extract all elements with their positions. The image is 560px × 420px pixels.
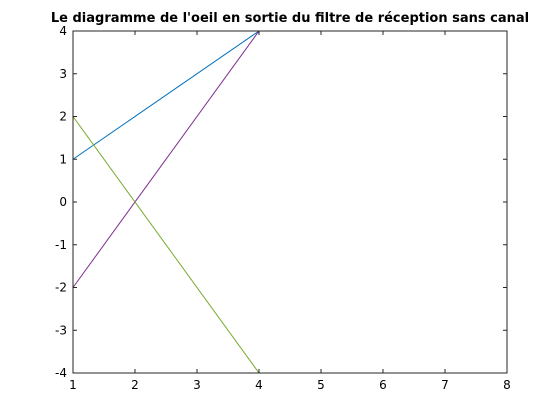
plot-area	[73, 31, 507, 373]
y-tick-label: 1	[59, 152, 67, 166]
y-tick-label: -2	[55, 281, 67, 295]
y-tick-label: -1	[55, 238, 67, 252]
chart-title: Le diagramme de l'oeil en sortie du filt…	[51, 11, 529, 26]
plot-background	[73, 31, 507, 373]
y-tick-label: 0	[59, 195, 67, 209]
x-tick-label: 6	[379, 378, 387, 392]
y-tick-label: 3	[59, 67, 67, 81]
x-tick-label: 7	[441, 378, 449, 392]
axes-layer: 1 2 3 4 5 6 7 8 -4 -3 -2 -1 0 1 2 3 4	[55, 24, 511, 392]
x-tick-label: 3	[193, 378, 201, 392]
y-tick-label: -4	[55, 366, 67, 380]
x-tick-label: 5	[317, 378, 325, 392]
y-tick-label: 4	[59, 24, 67, 38]
x-tick-label: 8	[503, 378, 511, 392]
y-tick-label: 2	[59, 110, 67, 124]
x-tick-label: 4	[255, 378, 263, 392]
x-tick-label: 1	[69, 378, 77, 392]
y-tick-label: -3	[55, 323, 67, 337]
x-tick-label: 2	[131, 378, 139, 392]
